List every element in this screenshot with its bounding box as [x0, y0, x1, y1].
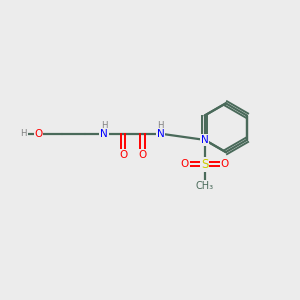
Text: S: S [201, 158, 208, 171]
Text: CH₃: CH₃ [196, 181, 214, 191]
Text: O: O [34, 129, 43, 139]
Text: H: H [101, 121, 107, 130]
Text: N: N [100, 129, 108, 139]
Text: O: O [119, 150, 128, 160]
Text: N: N [157, 129, 164, 139]
Text: O: O [181, 159, 189, 169]
Text: O: O [220, 159, 229, 169]
Text: N: N [201, 135, 208, 145]
Text: H: H [157, 121, 164, 130]
Text: H: H [20, 129, 27, 138]
Text: O: O [138, 150, 147, 160]
